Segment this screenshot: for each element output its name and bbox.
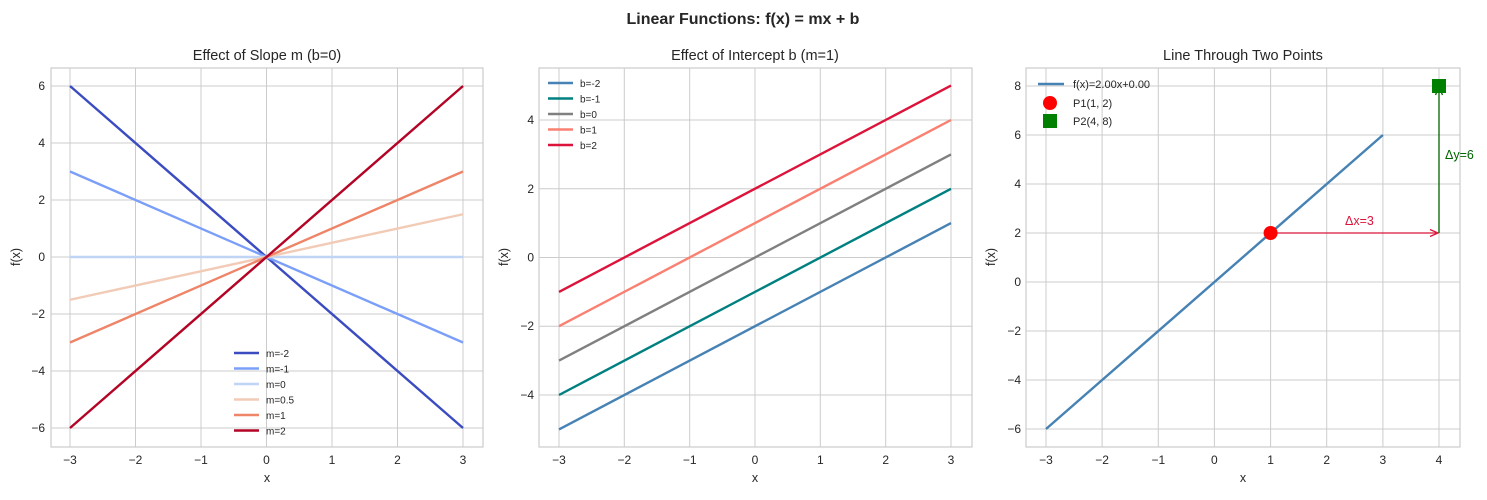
panel-slope: Effect of Slope m (b=0) −3 −2 −1 0 1 (9, 48, 484, 485)
svg-text:−2: −2 (1095, 453, 1109, 467)
svg-text:−3: −3 (63, 453, 77, 467)
legend: b=-2 b=-1 b=0 b=1 b=2 (548, 79, 601, 152)
svg-text:m=2: m=2 (266, 427, 286, 438)
svg-text:b=1: b=1 (580, 126, 597, 137)
svg-text:3: 3 (948, 453, 955, 467)
svg-text:0: 0 (1014, 275, 1021, 289)
svg-text:−4: −4 (1007, 373, 1021, 387)
svg-text:0: 0 (1211, 453, 1218, 467)
panel-two-points: Line Through Two Points Δx=3 Δy=6 (984, 48, 1474, 485)
line-m-2 (69, 85, 464, 429)
point-p2-marker (1432, 79, 1446, 93)
panel-title: Effect of Slope m (b=0) (193, 48, 341, 64)
svg-text:P2(4, 8): P2(4, 8) (1073, 116, 1112, 128)
y-axis-label: f(x) (984, 248, 998, 266)
axes-frame (1025, 67, 1461, 448)
svg-text:−1: −1 (683, 453, 697, 467)
svg-text:P1(1, 2): P1(1, 2) (1073, 98, 1112, 110)
svg-text:b=-1: b=-1 (580, 95, 601, 106)
point-p1-marker (1263, 226, 1278, 240)
svg-text:3: 3 (1380, 453, 1387, 467)
delta-y-arrow: Δy=6 (1434, 85, 1474, 233)
svg-text:4: 4 (1436, 453, 1443, 467)
line-b-neg2 (558, 222, 952, 431)
svg-text:m=1: m=1 (266, 411, 286, 422)
svg-text:2: 2 (1014, 226, 1021, 240)
svg-text:−2: −2 (520, 319, 534, 333)
svg-text:1: 1 (1267, 453, 1274, 467)
svg-text:−2: −2 (617, 453, 631, 467)
svg-text:−3: −3 (1039, 453, 1053, 467)
x-axis-label: x (752, 471, 759, 485)
svg-text:b=2: b=2 (580, 141, 597, 152)
svg-text:8: 8 (1014, 79, 1021, 93)
svg-text:2: 2 (394, 453, 401, 467)
svg-text:b=-2: b=-2 (580, 79, 601, 90)
x-tick-labels: −3 −2 −1 0 1 2 3 4 (1039, 453, 1443, 467)
x-axis-label: x (1240, 471, 1247, 485)
grid (1026, 68, 1460, 447)
svg-text:−1: −1 (1151, 453, 1165, 467)
legend: m=-2 m=-1 m=0 m=0.5 m=1 m=2 (234, 349, 295, 438)
panel-title: Effect of Intercept b (m=1) (671, 48, 839, 64)
y-axis-label: f(x) (497, 248, 511, 266)
line-b-neg1 (558, 187, 952, 397)
svg-text:1: 1 (329, 453, 336, 467)
svg-text:2: 2 (882, 453, 889, 467)
svg-text:6: 6 (38, 79, 45, 93)
line-b-1 (558, 118, 952, 328)
delta-x-label: Δx=3 (1345, 214, 1374, 228)
data-lines (558, 84, 952, 431)
y-axis-label: f(x) (9, 248, 23, 266)
svg-text:−3: −3 (552, 453, 566, 467)
svg-text:2: 2 (1323, 453, 1330, 467)
svg-text:2: 2 (38, 193, 45, 207)
svg-text:3: 3 (460, 453, 467, 467)
line-b-2 (558, 84, 952, 293)
svg-text:f(x)=2.00x+0.00: f(x)=2.00x+0.00 (1073, 79, 1150, 91)
x-tick-labels: −3 −2 −1 0 1 2 3 (63, 453, 467, 467)
svg-text:0: 0 (527, 251, 534, 265)
legend: f(x)=2.00x+0.00 P1(1, 2) P2(4, 8) (1038, 79, 1150, 128)
y-tick-labels: 4 2 0 −2 −4 (520, 113, 534, 402)
svg-text:−4: −4 (31, 364, 45, 378)
svg-text:−1: −1 (194, 453, 208, 467)
svg-text:1: 1 (817, 453, 824, 467)
svg-text:m=-1: m=-1 (266, 365, 290, 376)
svg-text:6: 6 (1014, 128, 1021, 142)
svg-text:m=0.5: m=0.5 (266, 396, 295, 407)
line-fx (1045, 134, 1384, 430)
y-tick-labels: 6 4 2 0 −2 −4 −6 (31, 79, 45, 435)
delta-x-arrow: Δx=3 (1270, 214, 1440, 238)
axes-frame (538, 67, 973, 448)
svg-text:−2: −2 (129, 453, 143, 467)
figure-suptitle: Linear Functions: f(x) = mx + b (627, 11, 860, 28)
svg-text:−6: −6 (1007, 422, 1021, 436)
x-axis-label: x (264, 471, 271, 485)
svg-text:−2: −2 (1007, 324, 1021, 338)
svg-text:4: 4 (38, 136, 45, 150)
axes-frame (50, 67, 484, 448)
svg-text:0: 0 (38, 250, 45, 264)
svg-text:0: 0 (263, 453, 270, 467)
data-lines (69, 85, 464, 429)
svg-text:4: 4 (527, 113, 534, 127)
svg-text:m=-2: m=-2 (266, 349, 290, 360)
svg-text:b=0: b=0 (580, 110, 597, 121)
delta-y-label: Δy=6 (1445, 148, 1474, 162)
line-b-0 (558, 153, 952, 362)
y-tick-labels: 8 6 4 2 0 −2 −4 −6 (1007, 79, 1021, 436)
x-tick-labels: −3 −2 −1 0 1 2 3 (552, 453, 955, 467)
svg-text:0: 0 (752, 453, 759, 467)
svg-text:−2: −2 (31, 307, 45, 321)
svg-text:−6: −6 (31, 421, 45, 435)
svg-text:2: 2 (527, 182, 534, 196)
svg-text:4: 4 (1014, 177, 1021, 191)
panel-intercept: Effect of Intercept b (m=1) −3 −2 −1 0 1… (497, 48, 973, 485)
svg-text:m=0: m=0 (266, 380, 286, 391)
svg-text:−4: −4 (520, 388, 534, 402)
panel-title: Line Through Two Points (1163, 48, 1323, 64)
